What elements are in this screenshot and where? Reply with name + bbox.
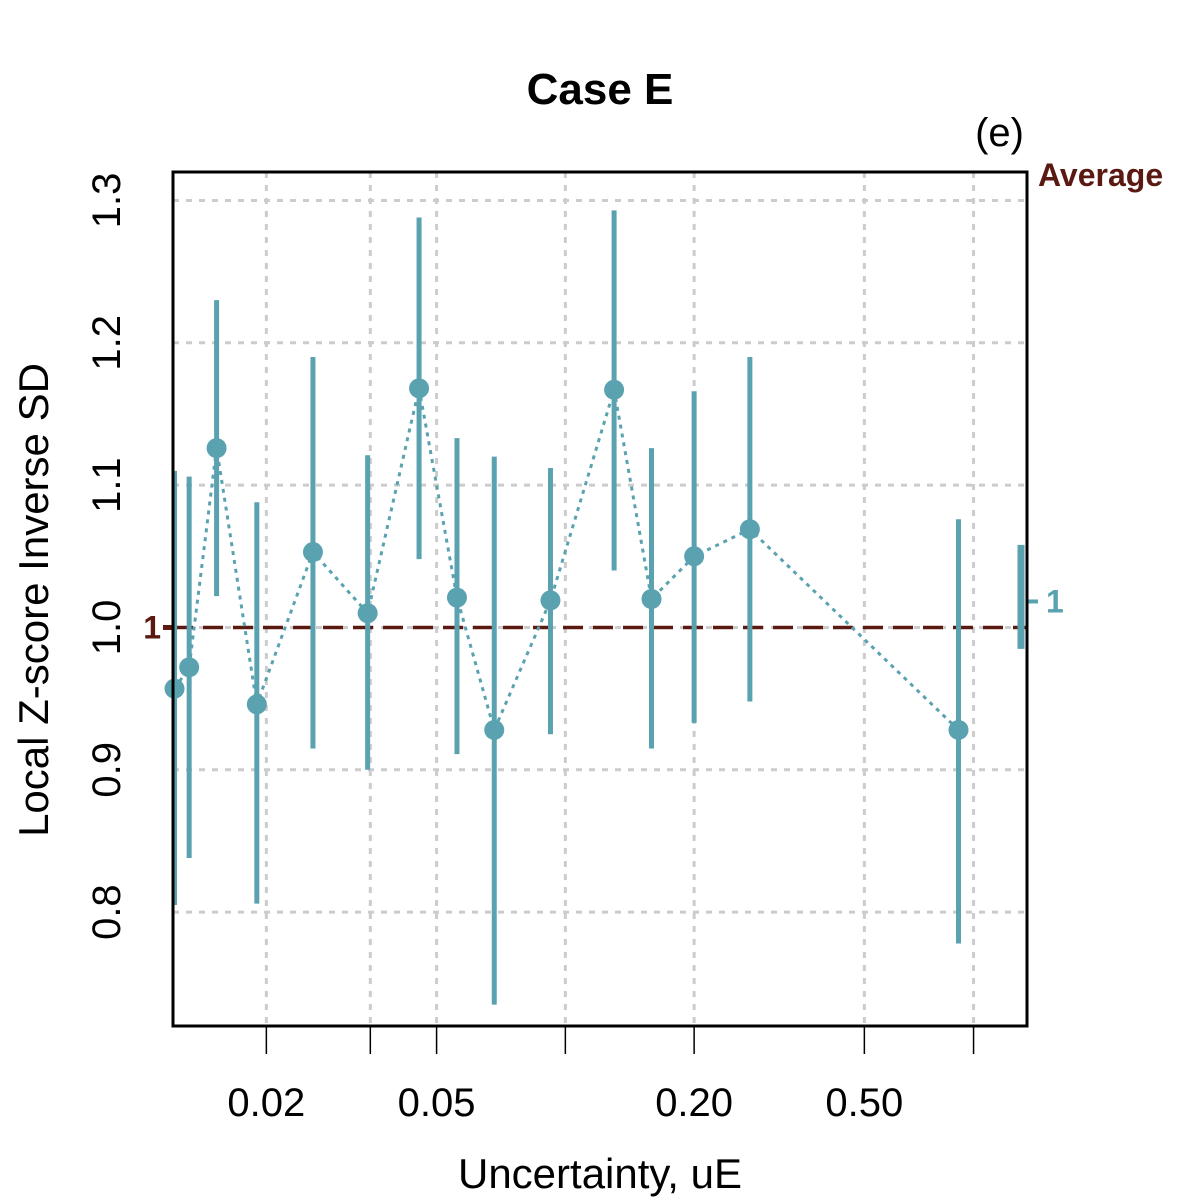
average-label: Average (1038, 157, 1163, 193)
data-point-11 (642, 589, 662, 609)
y-axis-label: Local Z-score Inverse SD (10, 363, 57, 837)
data-point-5 (358, 603, 378, 623)
series-line-0 (175, 388, 959, 730)
data-point-0 (165, 679, 185, 699)
data-point-4 (303, 542, 323, 562)
reference-line-group: 1 (143, 609, 1027, 645)
y-tick-label-5: 1.3 (85, 173, 129, 229)
x-tick-label-5: 0.50 (825, 1081, 903, 1125)
x-tick-label-0: 0.02 (227, 1081, 305, 1125)
x-tick-label-4: 0.20 (655, 1081, 733, 1125)
data-point-6 (409, 378, 429, 398)
series-group: 1 (165, 210, 1064, 1004)
chart-title: Case E (527, 65, 674, 114)
reference-line-label: 1 (143, 609, 161, 645)
data-point-7 (447, 588, 467, 608)
plot-frame (173, 172, 1027, 1026)
y-tick-label-3: 1.1 (85, 457, 129, 513)
x-axis-label: Uncertainty, uE (458, 1150, 742, 1197)
data-point-3 (247, 694, 267, 714)
data-point-9 (540, 590, 560, 610)
y-tick-label-1: 0.9 (85, 742, 129, 798)
data-point-1 (179, 657, 199, 677)
chart-figure: 1 1 0.02 0.05 0.20 0.50 0.8 0.9 1.0 1.1 1.2 1.3 C… (0, 0, 1200, 1200)
y-tick-label-4: 1.2 (85, 315, 129, 371)
data-point-13 (740, 519, 760, 539)
axes: 0.02 0.05 0.20 0.50 0.8 0.9 1.0 1.1 1.2 1.3 (85, 172, 1027, 1125)
data-point-12 (684, 546, 704, 566)
y-tick-label-2: 1.0 (85, 600, 129, 656)
grid (173, 172, 1027, 1026)
data-point-8 (484, 720, 504, 740)
data-point-2 (207, 438, 227, 458)
data-point-14 (949, 720, 969, 740)
y-tick-label-0: 0.8 (85, 884, 129, 940)
data-point-10 (604, 380, 624, 400)
x-tick-label-2: 0.05 (398, 1081, 476, 1125)
average-value-label: 1 (1046, 583, 1064, 619)
panel-label: (e) (975, 111, 1024, 155)
